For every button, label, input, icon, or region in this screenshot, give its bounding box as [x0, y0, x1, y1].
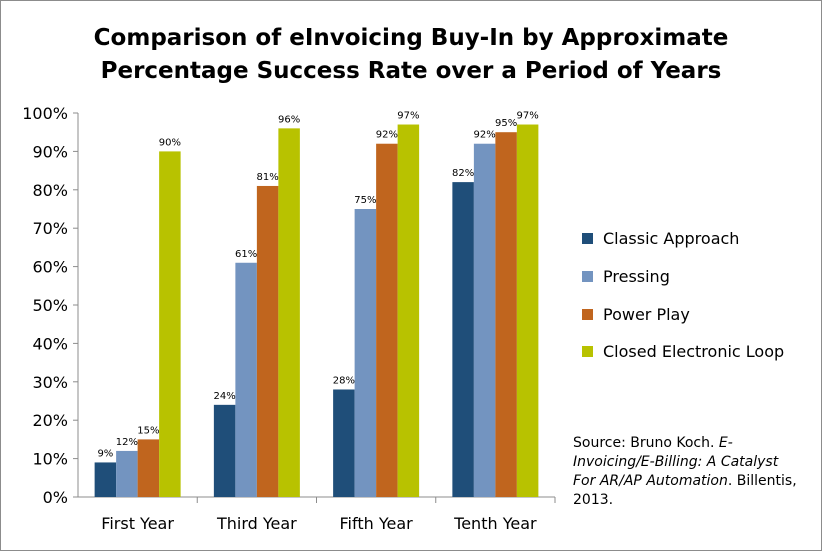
y-tick-label: 70%	[32, 219, 68, 238]
data-label: 92%	[376, 130, 398, 141]
bar	[94, 462, 117, 497]
legend-swatch	[582, 308, 593, 320]
legend-label: Power Play	[603, 304, 690, 324]
data-label: 24%	[214, 391, 236, 402]
y-tick-label: 0%	[43, 488, 68, 507]
source-prefix: Source: Bruno Koch.	[573, 435, 719, 451]
x-tick-label: Third Year	[216, 514, 297, 533]
data-label: 96%	[278, 114, 300, 125]
bar	[376, 143, 398, 497]
data-label: 12%	[116, 437, 138, 448]
bar	[333, 389, 355, 497]
bar	[397, 124, 420, 498]
bar	[137, 439, 160, 497]
y-tick-label: 40%	[32, 334, 68, 353]
bar	[213, 404, 236, 497]
legend-item: Closed Electronic Loop	[582, 340, 784, 362]
data-label: 61%	[235, 249, 257, 260]
bar	[159, 151, 181, 497]
y-tick-label: 60%	[32, 258, 68, 277]
bar	[354, 209, 377, 497]
bar	[495, 132, 517, 497]
data-label: 9%	[97, 448, 113, 459]
data-label: 28%	[333, 375, 355, 386]
y-tick-label: 50%	[32, 296, 68, 315]
bar	[516, 124, 539, 498]
y-tick-label: 10%	[32, 450, 68, 469]
source-note: Source: Bruno Koch. E-Invoicing/E-Billin…	[573, 434, 803, 510]
chart-title-line-1: Comparison of eInvoicing Buy-In by Appro…	[93, 25, 729, 51]
data-label: 95%	[495, 118, 517, 129]
legend-swatch	[582, 345, 593, 357]
bar	[278, 128, 300, 498]
bar	[473, 143, 496, 497]
legend-item: Classic Approach	[582, 227, 739, 249]
data-label: 97%	[517, 111, 539, 122]
y-tick-label: 20%	[32, 411, 68, 430]
y-tick-label: 80%	[32, 181, 68, 200]
data-label: 15%	[137, 425, 159, 436]
x-tick-label: Fifth Year	[340, 514, 414, 533]
bar	[235, 262, 257, 497]
data-label: 97%	[397, 111, 419, 122]
data-label: 75%	[354, 195, 376, 206]
bar	[116, 450, 138, 497]
source-suffix: . Billentis, 2013.	[573, 473, 797, 508]
data-label: 92%	[474, 130, 496, 141]
y-tick-label: 100%	[22, 104, 68, 123]
x-tick-label: Tenth Year	[453, 514, 537, 533]
legend-label: Closed Electronic Loop	[603, 341, 785, 361]
data-label: 82%	[452, 168, 474, 179]
source-title: E-Invoicing/E-Billing: A Catalyst For AR…	[573, 435, 779, 489]
legend-label: Pressing	[603, 266, 670, 286]
y-tick-label: 30%	[32, 373, 68, 392]
chart-title-line-2: Percentage Success Rate over a Period of…	[100, 58, 722, 84]
legend-swatch	[582, 270, 593, 282]
legend-swatch	[582, 232, 593, 244]
legend-item: Power Play	[582, 303, 690, 325]
data-label: 90%	[159, 137, 181, 148]
data-label: 81%	[257, 172, 279, 183]
legend-label: Classic Approach	[603, 228, 740, 248]
bar	[256, 185, 279, 497]
x-tick-label: First Year	[101, 514, 174, 533]
bar	[452, 182, 474, 497]
legend-item: Pressing	[582, 265, 670, 287]
chart-title: Comparison of eInvoicing Buy-In by Appro…	[0, 22, 822, 88]
y-tick-label: 90%	[32, 142, 68, 161]
